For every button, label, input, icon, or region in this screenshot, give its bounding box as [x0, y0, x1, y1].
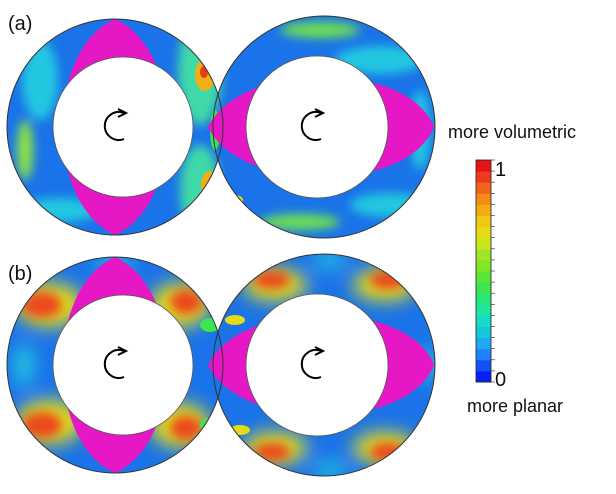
colorbar-level: [476, 193, 491, 205]
clockwise-arc-arrow-icon: [103, 108, 129, 141]
colorbar-level: [476, 204, 491, 216]
clockwise-arc-arrow-icon: [300, 108, 326, 141]
legend-min-label: 0: [495, 369, 506, 391]
colorbar-level: [476, 226, 491, 239]
colorbar-level: [476, 248, 491, 261]
colorbar-level: [476, 293, 491, 305]
colorbar-level: [476, 282, 491, 294]
colorbar-level: [476, 271, 491, 283]
clockwise-arc-arrow-icon: [300, 346, 326, 379]
colorbar-level: [476, 326, 491, 339]
legend-title-bottom: more planar: [467, 396, 563, 416]
colorbar: [475, 159, 495, 383]
colorbar-legend: more volumetric 1 0 more planar: [448, 122, 576, 416]
colorbar-level: [476, 370, 491, 383]
colorbar-level: [476, 160, 491, 172]
shaft-right-a: [245, 55, 389, 199]
colorbar-level: [476, 304, 491, 316]
panel-b-label: (b): [8, 263, 32, 285]
colorbar-level: [476, 259, 491, 272]
panel-b: (b): [6, 253, 436, 477]
colorbar-level: [476, 348, 491, 361]
legend-max-label: 1: [495, 159, 506, 181]
colorbar-level: [476, 182, 491, 194]
clockwise-arc-arrow-icon: [103, 346, 129, 379]
colorbar-level: [476, 171, 491, 183]
panel-a-label: (a): [8, 13, 32, 35]
colorbar-level: [476, 359, 491, 372]
shaft-left-a: [52, 56, 194, 198]
panel-a: (a): [6, 13, 436, 239]
colorbar-level: [476, 315, 491, 327]
colorbar-level: [476, 215, 491, 228]
colorbar-level: [476, 337, 491, 350]
colorbar-level: [476, 237, 491, 250]
shaft-right-b: [245, 293, 389, 437]
shaft-left-b: [52, 294, 194, 436]
legend-title-top: more volumetric: [448, 122, 576, 142]
